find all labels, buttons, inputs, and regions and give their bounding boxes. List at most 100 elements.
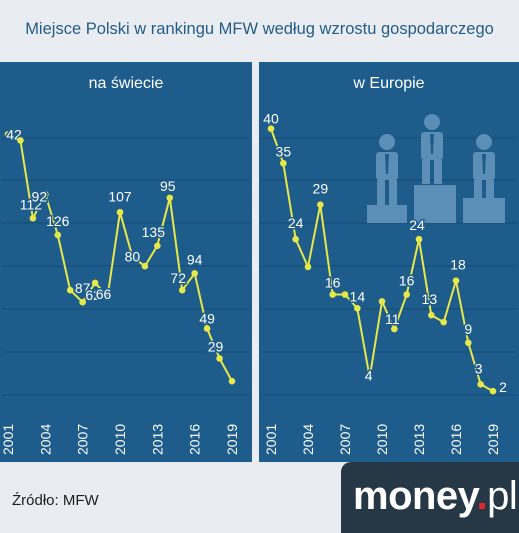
- data-label: 29: [208, 338, 224, 354]
- data-label: 14: [350, 288, 366, 304]
- data-point: [104, 292, 111, 300]
- businessman-tie: [385, 154, 389, 174]
- x-tick-label: 2019: [485, 424, 501, 455]
- logo-text: money.pl: [353, 474, 518, 519]
- logo-tld: pl: [487, 474, 518, 518]
- data-point: [4, 131, 12, 138]
- data-point: [166, 194, 174, 202]
- data-label: 49: [199, 311, 215, 327]
- data-point: [440, 318, 447, 326]
- data-label: 72: [170, 270, 186, 286]
- businessman-icon: [376, 134, 398, 205]
- data-label: 95: [160, 178, 176, 194]
- podium-step-right: [463, 198, 505, 223]
- data-label: 92: [32, 188, 48, 204]
- data-point: [267, 125, 275, 133]
- data-point: [317, 201, 324, 208]
- data-point: [304, 263, 312, 271]
- money-pl-logo: money.pl: [341, 462, 519, 533]
- data-point: [216, 355, 223, 362]
- panel-title: na świecie: [89, 75, 164, 92]
- data-point: [477, 380, 484, 388]
- data-label: 107: [108, 188, 132, 204]
- x-tick-label: 2013: [411, 424, 427, 455]
- podium-step-left: [367, 205, 407, 223]
- data-point: [116, 208, 124, 216]
- x-tick-label: 2007: [75, 424, 91, 455]
- businessman-head: [424, 114, 440, 130]
- businessman-leg: [434, 160, 442, 184]
- data-label: 80: [125, 249, 141, 265]
- data-label: 126: [46, 213, 70, 229]
- x-tick-label: 2001: [0, 424, 16, 455]
- data-point: [378, 298, 386, 305]
- data-point: [428, 311, 435, 319]
- data-point: [391, 325, 398, 333]
- data-point: [17, 137, 24, 144]
- source-note: Źródło: MFW: [12, 492, 99, 509]
- businessman-head: [476, 134, 492, 150]
- businessman-tie: [482, 154, 486, 174]
- data-label: 66: [96, 286, 112, 302]
- data-label: 24: [409, 217, 425, 233]
- data-point: [203, 325, 211, 332]
- businessman-icon: [421, 114, 443, 184]
- logo-brand: money: [353, 474, 477, 518]
- data-point: [341, 291, 349, 298]
- data-label: 24: [288, 215, 304, 231]
- data-label: 4: [365, 367, 373, 383]
- page-title: Miejsce Polski w rankingu MFW według wzr…: [25, 20, 494, 38]
- data-label: 9: [464, 321, 472, 337]
- chart-panel-2: w Europie 40 35 24 29 16 14 4 11 16 24 13 18 9 32 2001 2…: [259, 62, 519, 462]
- data-point: [329, 291, 336, 298]
- data-label: 16: [325, 274, 341, 290]
- data-point: [228, 377, 236, 385]
- businessman-leg: [377, 180, 385, 205]
- data-point: [191, 270, 198, 277]
- data-point: [489, 387, 497, 395]
- data-label: 62: [85, 287, 101, 303]
- podium-icon: [367, 114, 505, 223]
- data-label: 94: [187, 251, 203, 267]
- data-label: 87: [75, 280, 91, 296]
- x-tick-label: 2001: [263, 424, 279, 455]
- data-label: 29: [313, 181, 329, 197]
- data-label: 16: [399, 272, 415, 288]
- x-tick-label: 2004: [300, 424, 316, 455]
- data-label: 40: [263, 111, 279, 127]
- x-tick-label: 2010: [374, 424, 390, 455]
- data-point: [366, 374, 373, 381]
- data-point: [292, 235, 299, 243]
- businessman-leg: [486, 180, 494, 205]
- data-point: [66, 286, 74, 294]
- data-point: [280, 159, 287, 167]
- businessman-leg: [474, 180, 482, 205]
- data-point: [403, 291, 410, 298]
- businessman-tie: [430, 134, 434, 154]
- plot-background: [259, 62, 519, 462]
- podium-step-center: [414, 185, 456, 223]
- data-label: 2: [499, 379, 507, 395]
- data-point: [141, 262, 149, 270]
- data-point: [42, 190, 49, 198]
- data-label: 135: [142, 224, 166, 240]
- x-tick-label: 2007: [337, 424, 353, 455]
- data-point: [54, 231, 62, 239]
- data-point: [452, 277, 460, 284]
- panel-title: w Europie: [352, 75, 424, 92]
- data-point: [354, 305, 361, 312]
- logo-dot: .: [476, 474, 488, 518]
- data-point: [29, 214, 37, 222]
- chart-panel-1: na świecie421129212687626610780135957294…: [0, 62, 252, 462]
- data-label: 18: [450, 257, 466, 273]
- data-point: [91, 279, 99, 287]
- data-point: [129, 253, 136, 260]
- data-label: 13: [422, 291, 438, 307]
- x-tick-label: 2016: [448, 424, 464, 455]
- data-label: 11: [385, 311, 400, 327]
- x-tick-label: 2016: [187, 424, 203, 455]
- data-point: [465, 339, 472, 347]
- data-point: [178, 286, 186, 294]
